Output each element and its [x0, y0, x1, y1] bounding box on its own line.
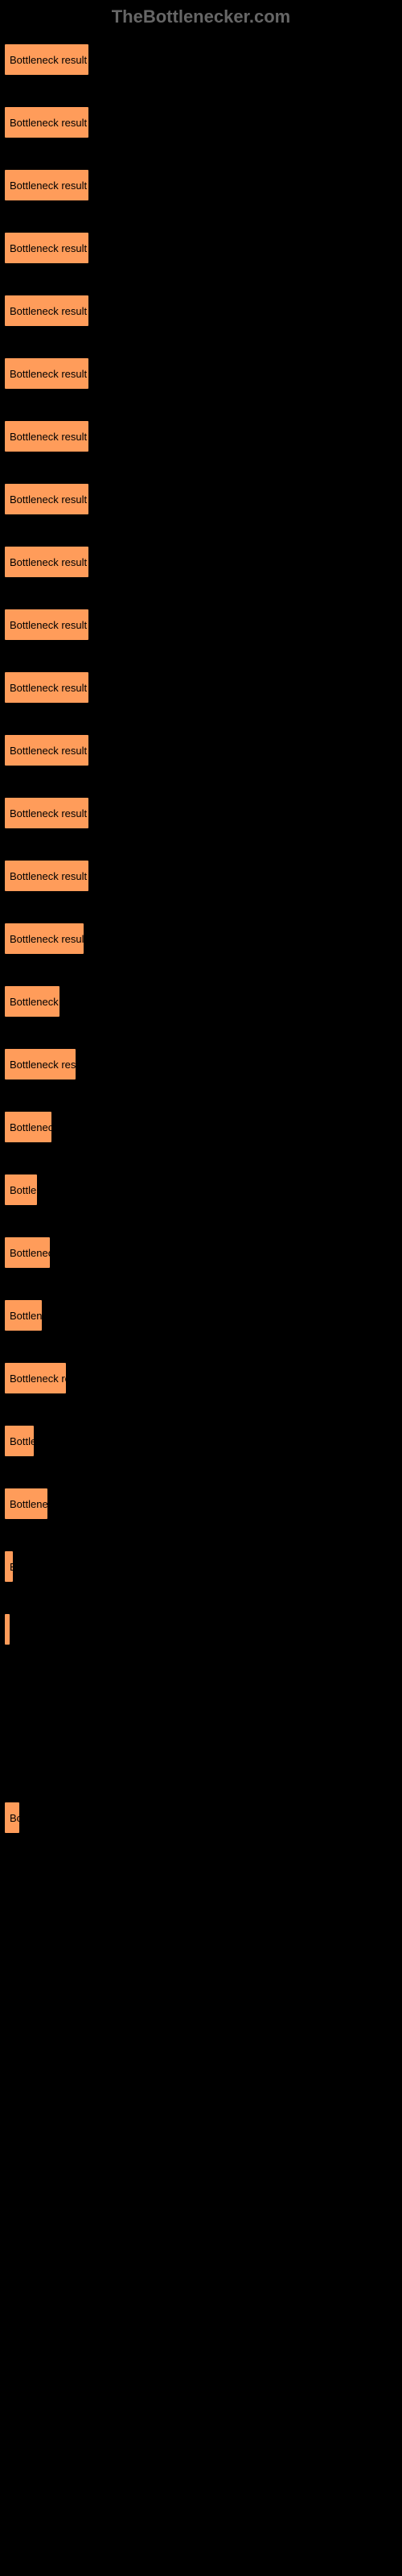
chart-bar: Bottleneck result: [4, 169, 89, 201]
bar-label: Bottleneck result: [10, 54, 87, 66]
chart-bar: Bottleneck result: [4, 923, 84, 955]
bar-label: Bottleneck result: [10, 117, 87, 129]
chart-row: Bottleneck result: [4, 420, 398, 452]
chart-row: Bottleneck result: [4, 169, 398, 201]
bar-label: Bottleneck result: [10, 431, 87, 443]
chart-row: [4, 2241, 398, 2273]
chart-row: Bottleneck result: [4, 1111, 398, 1143]
bar-label: Bottleneck result: [10, 870, 87, 882]
chart-bar: Bottleneck result: [4, 1236, 51, 1269]
chart-bar: Bottleneck result: [4, 985, 60, 1018]
chart-row: Bottleneck result: [4, 923, 398, 955]
chart-row: Bottleneck result: [4, 1802, 398, 1834]
chart-row: Bottleneck result: [4, 1550, 398, 1583]
bar-label: Bottleneck result: [10, 1498, 47, 1510]
chart-bar: Bottleneck result: [4, 797, 89, 829]
chart-row: [4, 2367, 398, 2399]
bar-label: Bottleneck result: [10, 807, 87, 819]
chart-row: [4, 1739, 398, 1771]
chart-row: Bottleneck result: [4, 1362, 398, 1394]
bar-label: Bottleneck result: [10, 1247, 50, 1259]
chart-bar: Bottleneck result: [4, 1299, 43, 1331]
chart-bar: Bottleneck result: [4, 1550, 14, 1583]
chart-row: [4, 1864, 398, 1897]
chart-bar: Bottleneck result: [4, 1613, 10, 1645]
chart-bar: Bottleneck result: [4, 483, 89, 515]
bar-label: Bottleneck result: [10, 1059, 76, 1071]
chart-row: [4, 2116, 398, 2148]
chart-row: Bottleneck result: [4, 860, 398, 892]
chart-row: Bottleneck result: [4, 295, 398, 327]
chart-row: Bottleneck result: [4, 546, 398, 578]
chart-bar: Bottleneck result: [4, 1362, 67, 1394]
chart-bar: Bottleneck result: [4, 1802, 20, 1834]
bar-label: Bottleneck result: [10, 368, 87, 380]
chart-bar: Bottleneck result: [4, 1048, 76, 1080]
chart-bar: Bottleneck result: [4, 546, 89, 578]
chart-bar: Bottleneck result: [4, 295, 89, 327]
chart-bar: Bottleneck result: [4, 106, 89, 138]
bar-label: Bottleneck result: [10, 1121, 51, 1133]
chart-row: [4, 2429, 398, 2462]
bar-label: Bottleneck result: [10, 1561, 13, 1573]
chart-bar: Bottleneck result: [4, 609, 89, 641]
chart-row: Bottleneck result: [4, 483, 398, 515]
chart-row: Bottleneck result: [4, 43, 398, 76]
bar-chart: Bottleneck result Bottleneck result Bottle…: [0, 43, 402, 2571]
chart-row: [4, 1927, 398, 1959]
chart-bar: Bottleneck result: [4, 671, 89, 704]
chart-row: [4, 2053, 398, 2085]
chart-bar: Bottleneck result: [4, 1488, 48, 1520]
bar-label: Bottleneck result: [10, 1373, 66, 1385]
chart-row: Bottleneck result: [4, 1488, 398, 1520]
bar-label: Bottleneck result: [10, 933, 84, 945]
chart-row: Bottleneck result: [4, 671, 398, 704]
chart-row: Bottleneck result: [4, 1048, 398, 1080]
chart-row: Bottleneck result: [4, 609, 398, 641]
chart-bar: Bottleneck result: [4, 734, 89, 766]
chart-bar: Bottleneck result: [4, 357, 89, 390]
bar-label: Bottleneck result: [10, 180, 87, 192]
bar-label: Bottleneck result: [10, 1184, 37, 1196]
chart-row: Bottleneck result: [4, 1425, 398, 1457]
chart-bar: Bottleneck result: [4, 420, 89, 452]
chart-bar: Bottleneck result: [4, 232, 89, 264]
chart-row: [4, 2178, 398, 2211]
bar-label: Bottleneck result: [10, 682, 87, 694]
bar-label: Bottleneck result: [10, 242, 87, 254]
bar-label: Bottleneck result: [10, 996, 59, 1008]
chart-bar: Bottleneck result: [4, 1425, 35, 1457]
chart-row: [4, 2492, 398, 2524]
bar-label: Bottleneck result: [10, 305, 87, 317]
bar-label: Bottleneck result: [10, 619, 87, 631]
chart-bar: Bottleneck result: [4, 860, 89, 892]
bar-label: Bottleneck result: [10, 493, 87, 506]
chart-bar: Bottleneck result: [4, 43, 89, 76]
chart-bar: Bottleneck result: [4, 1174, 38, 1206]
bar-label: Bottleneck result: [10, 1812, 19, 1824]
chart-row: Bottleneck result: [4, 357, 398, 390]
chart-row: [4, 1990, 398, 2022]
page-header: TheBottlenecker.com: [0, 0, 402, 43]
chart-bar: Bottleneck result: [4, 1111, 52, 1143]
chart-row: Bottleneck result: [4, 1236, 398, 1269]
chart-row: Bottleneck result: [4, 797, 398, 829]
chart-row: Bottleneck result: [4, 106, 398, 138]
site-title: TheBottlenecker.com: [112, 6, 291, 27]
bar-label: Bottleneck result: [10, 745, 87, 757]
chart-row: [4, 1676, 398, 1708]
chart-row: Bottleneck result: [4, 232, 398, 264]
chart-row: [4, 2304, 398, 2336]
bar-label: Bottleneck result: [10, 1310, 42, 1322]
chart-row: Bottleneck result: [4, 1174, 398, 1206]
bar-label: Bottleneck result: [10, 556, 87, 568]
chart-row: Bottleneck result: [4, 1613, 398, 1645]
chart-row: Bottleneck result: [4, 985, 398, 1018]
bar-label: Bottleneck result: [10, 1435, 34, 1447]
chart-row: Bottleneck result: [4, 1299, 398, 1331]
chart-row: Bottleneck result: [4, 734, 398, 766]
